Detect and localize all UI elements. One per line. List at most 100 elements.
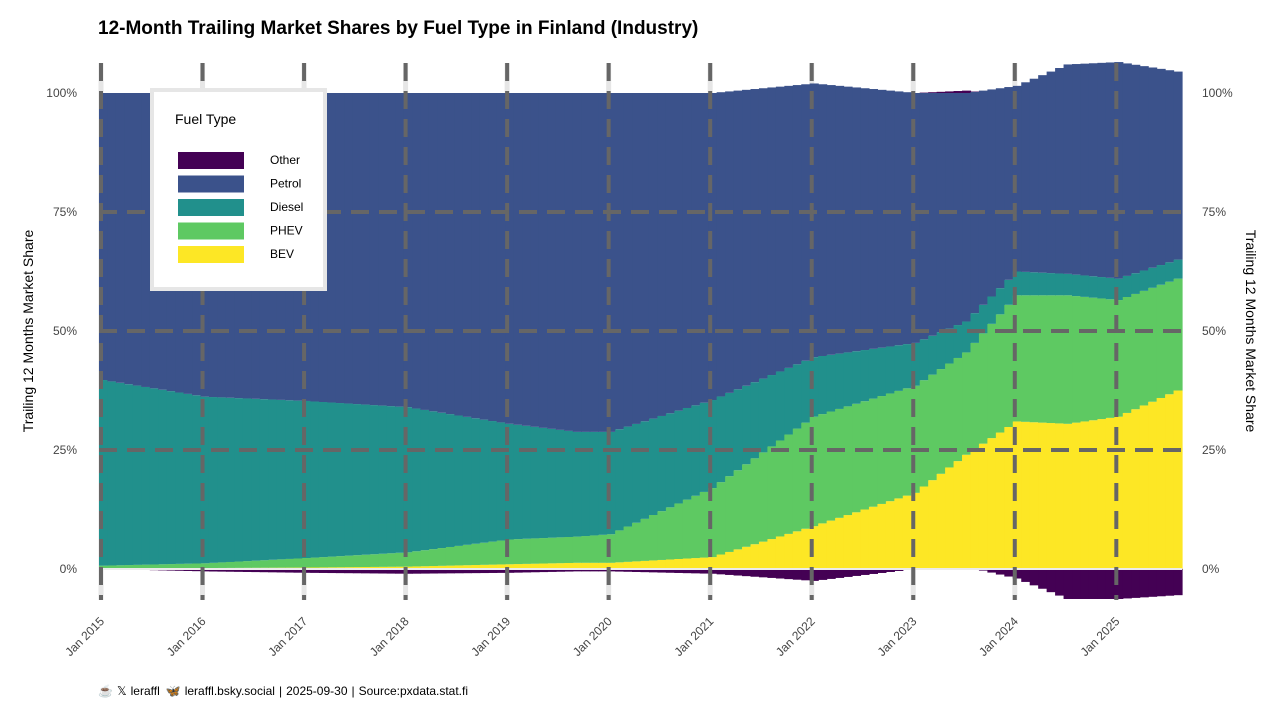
y-axis-left: 0% 25% 50% 75% 100% bbox=[46, 86, 77, 576]
bar-bev bbox=[995, 432, 1005, 569]
bar-bev bbox=[1114, 416, 1124, 569]
legend-swatch-bev bbox=[178, 246, 244, 263]
bar-other bbox=[454, 569, 464, 574]
bar-diesel bbox=[978, 304, 988, 334]
bar-petrol bbox=[792, 85, 802, 365]
bar-diesel bbox=[217, 397, 227, 563]
bar-other bbox=[615, 569, 625, 572]
legend-label-diesel: Diesel bbox=[270, 200, 303, 214]
bar-diesel bbox=[632, 423, 642, 523]
bar-petrol bbox=[141, 93, 151, 387]
bar-diesel bbox=[454, 415, 464, 546]
bar-phev bbox=[835, 408, 845, 518]
bar-phev bbox=[902, 388, 912, 496]
bar-phev bbox=[513, 539, 523, 565]
bar-other bbox=[962, 90, 972, 93]
bar-petrol bbox=[615, 93, 625, 430]
bar-other bbox=[505, 569, 515, 573]
bar-phev bbox=[632, 522, 642, 562]
bar-phev bbox=[775, 440, 785, 537]
bar-phev bbox=[428, 549, 439, 567]
bar-other bbox=[674, 569, 684, 573]
bar-petrol bbox=[1038, 75, 1048, 273]
bar-other bbox=[268, 569, 278, 573]
bar-diesel bbox=[158, 389, 168, 565]
bar-phev bbox=[99, 565, 109, 569]
bar-phev bbox=[877, 396, 887, 504]
bar-other bbox=[1148, 569, 1158, 597]
bar-diesel bbox=[225, 397, 235, 562]
bar-diesel bbox=[208, 397, 219, 563]
bar-bev bbox=[809, 526, 819, 569]
bar-other bbox=[623, 569, 633, 572]
y-tick-label-left: 75% bbox=[53, 205, 77, 219]
legend-label-phev: PHEV bbox=[270, 224, 303, 238]
bar-petrol bbox=[462, 93, 472, 417]
bar-bev bbox=[522, 563, 532, 569]
bar-petrol bbox=[115, 93, 125, 383]
bar-other bbox=[598, 569, 608, 572]
bar-bev bbox=[378, 566, 388, 569]
bar-diesel bbox=[665, 413, 675, 508]
bar-bev bbox=[877, 503, 887, 569]
bar-other bbox=[225, 569, 235, 572]
bar-diesel bbox=[115, 382, 125, 566]
bar-bev bbox=[987, 438, 997, 569]
bar-diesel bbox=[183, 393, 193, 564]
bar-phev bbox=[403, 552, 413, 567]
bar-other bbox=[208, 569, 219, 572]
bar-diesel bbox=[200, 396, 210, 564]
bar-bev bbox=[818, 523, 828, 569]
bar-petrol bbox=[852, 87, 862, 352]
bar-other bbox=[775, 569, 785, 579]
bar-bev bbox=[581, 562, 591, 569]
bar-phev bbox=[945, 363, 955, 468]
bar-phev bbox=[293, 558, 303, 568]
legend-title: Fuel Type bbox=[175, 111, 236, 127]
bar-other bbox=[885, 569, 895, 572]
bar-phev bbox=[445, 546, 455, 566]
bar-other bbox=[1139, 569, 1149, 598]
bar-bev bbox=[555, 563, 565, 569]
bar-phev bbox=[733, 470, 743, 550]
bar-petrol bbox=[428, 93, 439, 412]
bar-diesel bbox=[902, 344, 912, 389]
bar-bev bbox=[615, 562, 625, 569]
bar-bev bbox=[564, 562, 574, 569]
bar-phev bbox=[217, 562, 227, 568]
bar-other bbox=[792, 569, 802, 580]
bar-diesel bbox=[835, 353, 845, 409]
bar-bev bbox=[572, 562, 582, 569]
bar-other bbox=[852, 569, 862, 576]
bar-petrol bbox=[479, 93, 489, 420]
bar-bev bbox=[682, 558, 692, 569]
bar-petrol bbox=[530, 93, 540, 427]
bar-phev bbox=[183, 563, 193, 569]
mug-icon: ☕ bbox=[98, 684, 113, 698]
bar-petrol bbox=[835, 85, 845, 354]
bar-petrol bbox=[691, 93, 701, 406]
bar-other bbox=[1173, 569, 1183, 596]
bar-bev bbox=[632, 561, 642, 569]
bar-other bbox=[386, 569, 396, 574]
bar-petrol bbox=[648, 93, 659, 419]
bar-bev bbox=[716, 554, 726, 569]
bar-phev bbox=[716, 482, 726, 555]
bar-phev bbox=[259, 560, 269, 568]
bar-phev bbox=[1063, 295, 1073, 424]
bar-phev bbox=[318, 557, 329, 568]
bar-diesel bbox=[522, 425, 532, 539]
bar-petrol bbox=[699, 93, 709, 403]
bar-other bbox=[877, 569, 887, 573]
grid-front bbox=[99, 63, 1182, 600]
bar-petrol bbox=[928, 93, 938, 336]
bar-phev bbox=[1165, 281, 1175, 395]
bar-bev bbox=[462, 565, 472, 569]
bar-phev bbox=[1148, 287, 1158, 402]
bar-petrol bbox=[843, 86, 853, 353]
bar-petrol bbox=[1097, 62, 1107, 278]
bar-phev bbox=[758, 452, 769, 542]
bar-petrol bbox=[742, 89, 752, 386]
bar-diesel bbox=[412, 408, 422, 552]
bar-phev bbox=[911, 385, 921, 493]
